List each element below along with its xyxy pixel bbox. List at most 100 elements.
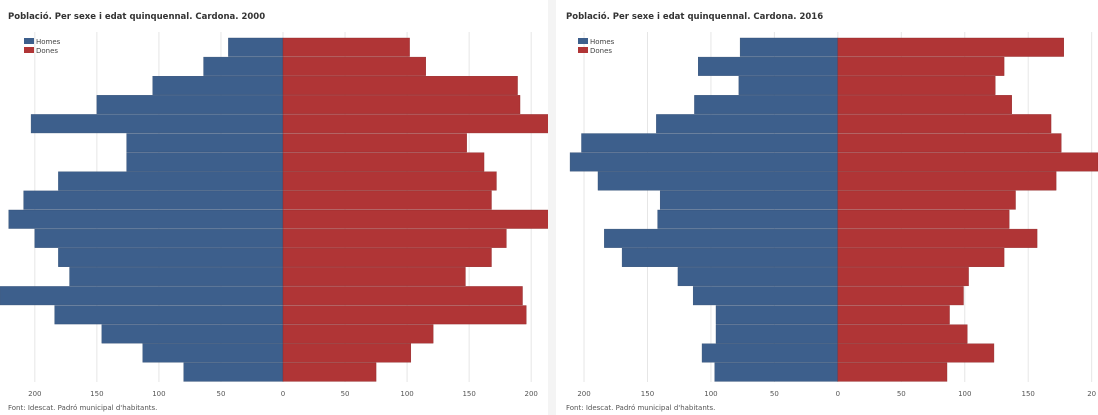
bar-homes: [738, 76, 839, 95]
bar-dones: [837, 362, 948, 382]
bar-homes: [739, 37, 839, 57]
bar-dones: [282, 171, 497, 191]
bar-homes: [101, 324, 284, 344]
x-tick-label: 0: [836, 390, 840, 398]
bar-homes: [69, 267, 284, 287]
bar-homes: [692, 286, 839, 306]
chart-panel-2000: Població. Per sexe i edat quinquennal. C…: [0, 12, 556, 412]
legend-swatch-dones: [24, 47, 34, 53]
x-tick-label: 50: [897, 390, 906, 398]
bar-homes: [228, 37, 284, 57]
bar-homes: [58, 248, 284, 267]
bar-dones: [837, 343, 995, 363]
bar-dones: [837, 190, 1016, 210]
bar-homes: [23, 190, 284, 210]
legend-swatch-homes: [578, 38, 588, 44]
bar-dones: [282, 114, 556, 134]
bar-dones: [837, 305, 950, 325]
bar-homes: [152, 76, 284, 95]
bar-dones: [282, 152, 485, 172]
x-tick-label: 150: [641, 390, 654, 398]
bar-dones: [837, 56, 1005, 76]
bar-dones: [282, 267, 466, 287]
bar-dones: [282, 248, 492, 267]
bar-dones: [837, 171, 1057, 191]
chart-source: Font: Idescat. Padró municipal d'habitan…: [566, 404, 716, 412]
panel-divider: [548, 0, 556, 415]
bar-homes: [142, 343, 284, 363]
x-tick-label: 0: [281, 390, 285, 398]
bar-dones: [282, 56, 426, 76]
bar-homes: [715, 324, 839, 344]
bar-homes: [126, 152, 284, 172]
bar-homes: [0, 286, 284, 306]
bar-homes: [8, 209, 284, 229]
bar-dones: [837, 114, 1052, 134]
bar-homes: [30, 114, 284, 134]
legend-label-homes: Homes: [590, 38, 615, 46]
legend-label-dones: Dones: [36, 47, 58, 55]
bar-homes: [581, 133, 839, 153]
bar-homes: [54, 305, 284, 325]
bar-dones: [837, 209, 1010, 229]
bar-homes: [657, 209, 839, 229]
x-tick-label: 150: [462, 390, 475, 398]
bar-dones: [282, 362, 377, 382]
legend-label-homes: Homes: [36, 38, 61, 46]
bar-homes: [677, 267, 839, 287]
x-tick-label: 100: [958, 390, 971, 398]
x-tick-label: 20: [1087, 390, 1096, 398]
bar-homes: [126, 133, 284, 153]
x-tick-label: 200: [577, 390, 590, 398]
chart-panel-2016: Població. Per sexe i edat quinquennal. C…: [556, 0, 1098, 415]
bar-dones: [282, 133, 467, 153]
bar-homes: [597, 171, 839, 191]
bar-dones: [282, 76, 518, 95]
bar-dones: [837, 324, 968, 344]
x-tick-label: 200: [28, 390, 41, 398]
bar-dones: [837, 95, 1012, 115]
bar-homes: [34, 228, 284, 248]
bar-dones: [837, 133, 1062, 153]
bar-dones: [282, 286, 523, 306]
bar-homes: [604, 228, 839, 248]
bar-homes: [701, 343, 839, 363]
bar-dones: [282, 305, 527, 325]
bar-homes: [183, 362, 284, 382]
x-tick-label: 50: [216, 390, 225, 398]
bar-dones: [282, 95, 521, 115]
bar-dones: [282, 343, 412, 363]
bar-dones: [282, 324, 434, 344]
bar-homes: [714, 362, 839, 382]
bar-homes: [656, 114, 839, 134]
bar-homes: [659, 190, 839, 210]
bar-homes: [694, 95, 839, 115]
bar-homes: [698, 56, 839, 76]
bar-homes: [96, 95, 284, 115]
x-tick-label: 150: [90, 390, 103, 398]
bar-dones: [282, 209, 556, 229]
bar-homes: [569, 152, 839, 172]
chart-title: Població. Per sexe i edat quinquennal. C…: [8, 12, 266, 22]
bar-homes: [203, 56, 284, 76]
bar-dones: [837, 248, 1005, 267]
x-tick-label: 100: [704, 390, 717, 398]
x-tick-label: 50: [770, 390, 779, 398]
legend-label-dones: Dones: [590, 47, 612, 55]
x-tick-label: 150: [1022, 390, 1035, 398]
x-tick-label: 100: [400, 390, 413, 398]
legend-swatch-homes: [24, 38, 34, 44]
bar-dones: [282, 190, 492, 210]
x-tick-label: 50: [341, 390, 350, 398]
x-tick-label: 200: [524, 390, 537, 398]
bar-homes: [58, 171, 284, 191]
bar-dones: [282, 37, 410, 57]
chart-source: Font: Idescat. Padró municipal d'habitan…: [8, 404, 158, 412]
bar-homes: [715, 305, 839, 325]
bar-dones: [837, 286, 964, 306]
bar-dones: [837, 76, 996, 95]
bar-dones: [837, 37, 1064, 57]
bar-dones: [837, 267, 969, 287]
